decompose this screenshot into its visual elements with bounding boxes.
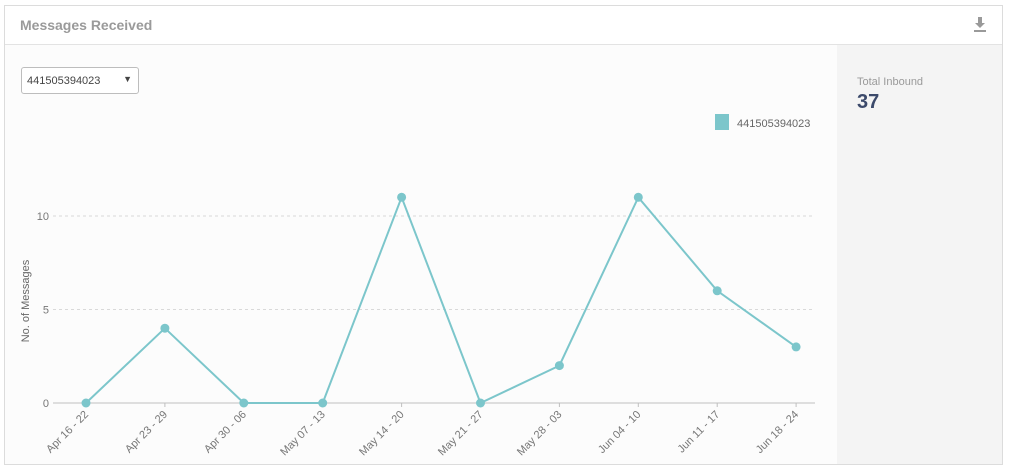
card-title: Messages Received xyxy=(20,17,153,33)
card-header: Messages Received xyxy=(5,6,1002,45)
data-point xyxy=(554,361,564,371)
x-tick-label: Apr 23 - 29 xyxy=(123,409,170,456)
total-inbound-value: 37 xyxy=(857,91,880,113)
x-tick-label: May 28 - 03 xyxy=(515,409,565,459)
x-tick-label: Apr 30 - 06 xyxy=(202,409,249,456)
x-tick-label: May 14 - 20 xyxy=(357,409,407,459)
data-point xyxy=(81,398,91,408)
legend: 441505394023 xyxy=(715,114,810,130)
series-line xyxy=(81,192,801,408)
y-axis-title: No. of Messages xyxy=(20,259,32,342)
line-chart: 0 5 10 Apr 16 - 22 Apr 23 - 29 Apr 30 - 06 May… xyxy=(20,114,815,458)
grid-lines xyxy=(53,215,815,310)
messages-received-card: Messages Received 441505394023 ▼ 0 5 10 Apr… xyxy=(4,5,1003,465)
data-point xyxy=(160,323,170,333)
legend-swatch xyxy=(715,114,729,130)
y-tick-label: 5 xyxy=(43,305,49,317)
x-tick-label: Jun 18 - 24 xyxy=(754,409,801,456)
chevron-down-icon: ▼ xyxy=(123,74,132,84)
data-point xyxy=(633,192,643,202)
axes: 0 5 10 Apr 16 - 22 Apr 23 - 29 Apr 30 - 06 May… xyxy=(20,211,815,458)
x-tick-label: May 21 - 27 xyxy=(436,409,486,459)
data-point xyxy=(397,192,407,202)
number-select[interactable]: 441505394023 ▼ xyxy=(21,67,139,94)
data-point xyxy=(791,342,801,352)
data-point xyxy=(239,398,249,408)
total-inbound-label: Total Inbound xyxy=(857,76,924,88)
number-select-value: 441505394023 xyxy=(27,75,101,87)
y-tick-label: 0 xyxy=(43,398,49,410)
x-tick-label: Apr 16 - 22 xyxy=(44,409,91,456)
summary-panel: Total Inbound 37 xyxy=(837,45,1002,464)
legend-label: 441505394023 xyxy=(737,118,810,130)
data-point xyxy=(476,398,485,408)
series-line-0 xyxy=(85,194,797,405)
y-tick-label: 10 xyxy=(37,211,49,223)
x-tick-label: Jun 04 - 10 xyxy=(596,409,643,456)
download-icon[interactable] xyxy=(974,16,986,32)
data-point xyxy=(712,286,722,296)
data-point xyxy=(318,398,328,408)
x-tick-label: Jun 11 - 17 xyxy=(675,409,722,456)
x-tick-label: May 07 - 13 xyxy=(278,409,328,459)
chart-area: 441505394023 ▼ 0 5 10 Apr 16 - 22 Apr 23 - 2… xyxy=(5,45,837,464)
